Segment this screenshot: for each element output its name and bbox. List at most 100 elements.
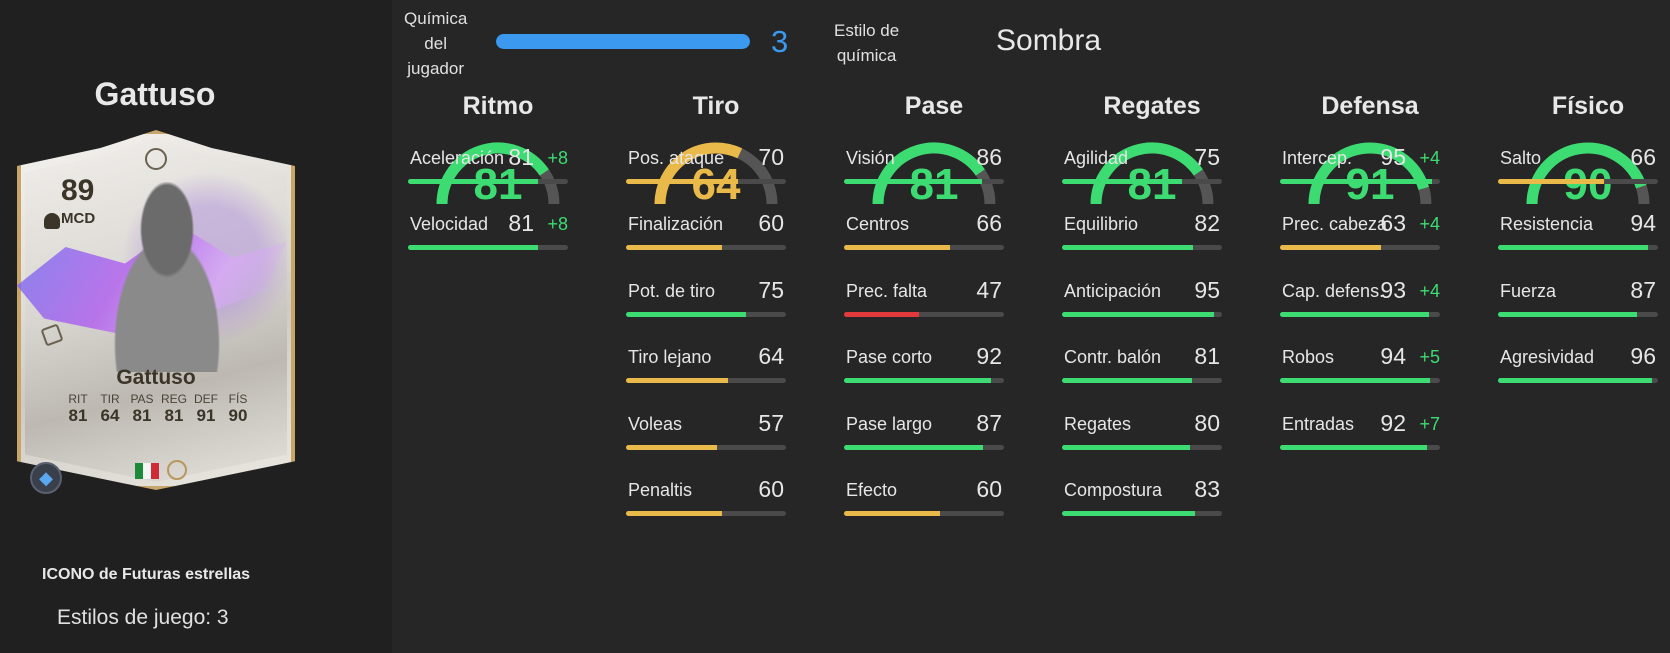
stat-bar <box>1062 245 1222 250</box>
stat-row[interactable]: Prec. falta 47 <box>844 277 1004 321</box>
stat-value: 75 <box>758 277 784 303</box>
stat-bar-fill <box>408 179 538 184</box>
category-title: Físico <box>1551 92 1625 120</box>
playstyle-diamond-icon[interactable]: ◆ <box>30 462 62 494</box>
stat-name: Penaltis <box>628 480 693 500</box>
stat-name: Centros <box>846 214 910 234</box>
stat-bar-fill <box>1062 312 1214 317</box>
stat-name: Cap. defens. <box>1282 281 1385 301</box>
card-stat-label: PAS <box>130 392 154 406</box>
category-value: 81 <box>473 160 523 209</box>
stat-bar <box>1498 378 1658 383</box>
stat-bonus: +4 <box>1419 148 1440 168</box>
stat-row[interactable]: Fuerza 87 <box>1498 277 1658 321</box>
gauge-fill <box>654 142 743 205</box>
stat-row[interactable]: Penaltis 60 <box>626 476 786 520</box>
stat-bar <box>1280 312 1440 317</box>
stat-row[interactable]: Equilibrio 82 <box>1062 210 1222 254</box>
stat-row[interactable]: Centros 66 <box>844 210 1004 254</box>
stat-row[interactable]: Pase largo 87 <box>844 410 1004 454</box>
stat-name: Pos. ataque <box>628 148 725 168</box>
player-name-heading: Gattuso <box>94 76 216 112</box>
stat-row[interactable]: Anticipación 95 <box>1062 277 1222 321</box>
stat-value: 87 <box>976 410 1002 436</box>
stat-row[interactable]: Aceleración 81 +8 <box>408 144 568 188</box>
stat-row[interactable]: Tiro lejano 64 <box>626 343 786 387</box>
card-stat-label: TIR <box>100 392 120 406</box>
card-stat-value: 81 <box>68 406 88 425</box>
card-stat-value: 90 <box>228 406 248 425</box>
stat-row[interactable]: Agresividad 96 <box>1498 343 1658 387</box>
stat-name: Pase largo <box>846 414 933 434</box>
stat-row[interactable]: Resistencia 94 <box>1498 210 1658 254</box>
stat-name: Finalización <box>628 214 724 234</box>
stat-row[interactable]: Pot. de tiro 75 <box>626 277 786 321</box>
stat-name: Fuerza <box>1500 281 1557 301</box>
stat-row[interactable]: Entradas 92 +7 <box>1280 410 1440 454</box>
stat-name: Pot. de tiro <box>628 281 716 301</box>
stat-value: 64 <box>758 343 784 369</box>
stat-bar-fill <box>626 511 722 516</box>
stat-bar-fill <box>844 445 984 450</box>
stat-bar-fill <box>626 445 718 450</box>
card-stats: RIT 81 TIR 64 PAS 81 REG 81 DEF 91 FÍS 90 <box>63 392 253 426</box>
stat-row[interactable]: Finalización 60 <box>626 210 786 254</box>
stat-name: Regates <box>1064 414 1132 434</box>
stat-bar <box>844 312 1004 317</box>
chemistry-style-icon <box>44 213 60 229</box>
stat-row[interactable]: Velocidad 81 +8 <box>408 210 568 254</box>
stat-row[interactable]: Efecto 60 <box>844 476 1004 520</box>
stat-row[interactable]: Agilidad 75 <box>1062 144 1222 188</box>
stat-value: 66 <box>976 210 1002 236</box>
stat-name: Visión <box>846 148 895 168</box>
stat-bar <box>844 378 1004 383</box>
stat-row[interactable]: Cap. defens. 93 +4 <box>1280 277 1440 321</box>
stat-row[interactable]: Salto 66 <box>1498 144 1658 188</box>
chemistry-style-value[interactable]: Sombra <box>996 24 1102 57</box>
player-card[interactable]: 89 MCD Gattuso RIT 81 TIR 64 PAS 81 REG 81 DEF 91… <box>17 130 295 490</box>
stat-bar <box>1498 312 1658 317</box>
stat-bar-fill <box>1062 511 1195 516</box>
category-title: Tiro <box>692 92 740 120</box>
stat-bar-fill <box>626 179 738 184</box>
stat-bonus: +8 <box>547 214 568 234</box>
stat-name: Agresividad <box>1500 347 1595 367</box>
stat-bar-fill <box>844 312 920 317</box>
stat-row[interactable]: Intercep. 95 +4 <box>1280 144 1440 188</box>
category-value: 64 <box>691 160 741 209</box>
stat-row[interactable]: Compostura 83 <box>1062 476 1222 520</box>
icon-badge-icon <box>167 460 187 480</box>
stat-bar <box>1280 245 1440 250</box>
stats-panel <box>392 0 1670 653</box>
card-stat-value: 91 <box>196 406 216 425</box>
stat-bar-fill <box>1498 312 1638 317</box>
stat-row[interactable]: Prec. cabeza 63 +4 <box>1280 210 1440 254</box>
stat-name: Efecto <box>846 480 898 500</box>
stat-bar <box>626 511 786 516</box>
card-stat-label: DEF <box>194 392 218 406</box>
stat-row[interactable]: Contr. balón 81 <box>1062 343 1222 387</box>
card-stat-fís: FÍS 90 <box>223 392 253 426</box>
stat-value: 81 <box>508 210 534 236</box>
card-stat-tir: TIR 64 <box>95 392 125 426</box>
stat-bar <box>844 445 1004 450</box>
player-photo <box>87 182 247 372</box>
stat-value: 92 <box>1380 410 1406 436</box>
stat-row[interactable]: Robos 94 +5 <box>1280 343 1440 387</box>
stat-row[interactable]: Pos. ataque 70 <box>626 144 786 188</box>
stat-value: 82 <box>1194 210 1220 236</box>
category-title: Defensa <box>1321 92 1419 120</box>
stat-row[interactable]: Regates 80 <box>1062 410 1222 454</box>
stat-bar <box>626 312 786 317</box>
stat-row[interactable]: Pase corto 92 <box>844 343 1004 387</box>
playstyles-count[interactable]: Estilos de juego: 3 <box>57 606 229 629</box>
category-value: 91 <box>1345 160 1395 209</box>
stat-bar-fill <box>844 511 940 516</box>
category-title: Ritmo <box>462 92 534 120</box>
stat-row[interactable]: Visión 86 <box>844 144 1004 188</box>
stat-bar <box>626 179 786 184</box>
stat-row[interactable]: Voleas 57 <box>626 410 786 454</box>
stat-name: Intercep. <box>1282 148 1353 168</box>
card-stat-rit: RIT 81 <box>63 392 93 426</box>
stat-bar <box>1498 179 1658 184</box>
